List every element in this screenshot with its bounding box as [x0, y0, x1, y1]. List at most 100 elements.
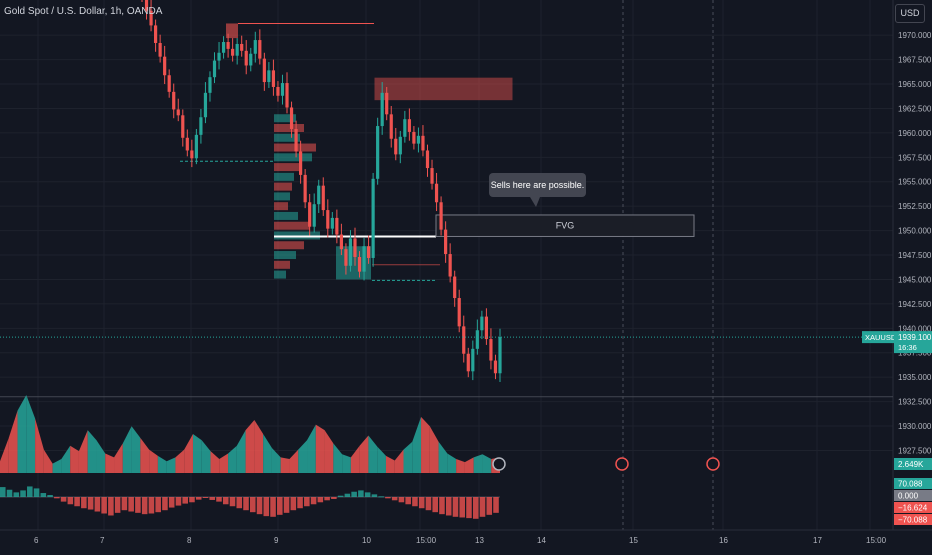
volume-area-segment [298, 440, 308, 473]
candle-body [326, 210, 330, 229]
y-axis-tick-label: 1950.000 [898, 227, 932, 236]
oscillator-bar [479, 497, 486, 517]
candle-body [262, 58, 266, 83]
candle-body [303, 174, 307, 203]
oscillator-bar [101, 497, 107, 514]
oscillator-bar [216, 497, 222, 502]
y-axis-tick-label: 1947.500 [898, 251, 932, 260]
oscillator-level-label: −70.088 [898, 516, 928, 525]
volume-value-tag [894, 458, 932, 470]
x-axis-tick-label: 8 [187, 536, 192, 545]
oscillator-level-tag [894, 478, 932, 489]
candle-body [289, 107, 294, 129]
candle-body [280, 83, 285, 96]
volume-area-segment [96, 440, 106, 473]
oscillator-bar [87, 497, 94, 510]
current-price-label: 1939.100 [898, 333, 932, 342]
x-axis-tick-label: 16 [719, 536, 728, 545]
oscillator-bar [385, 497, 391, 499]
y-axis-tick-label: 1967.500 [898, 56, 932, 65]
volume-area-segment [105, 453, 115, 473]
oscillator-bar [364, 492, 371, 497]
oscillator-bar [94, 497, 101, 512]
candle-body [348, 238, 353, 266]
x-axis-tick-label: 9 [274, 536, 279, 545]
candle-body [199, 117, 203, 135]
volume-profile-bar [274, 221, 310, 230]
candle-body [407, 119, 411, 132]
volume-area-segment [421, 416, 430, 473]
candle-body [249, 53, 253, 66]
oscillator-bar [6, 489, 13, 497]
candle-body [457, 298, 461, 327]
candle-body [317, 185, 321, 205]
candle-body [312, 204, 316, 227]
volume-area-segment [385, 455, 395, 473]
oscillator-bar [337, 495, 344, 497]
volume-area-segment [52, 458, 62, 473]
candle-body [357, 256, 362, 272]
candle-body [462, 326, 466, 354]
candle-body [380, 92, 384, 127]
candle-body [493, 360, 498, 374]
x-axis-tick-label: 6 [34, 536, 39, 545]
y-axis-tick-label: 1957.500 [898, 153, 932, 162]
candle-body [181, 115, 185, 138]
candle-body [226, 42, 230, 49]
y-axis-tick-label: 1927.500 [898, 446, 932, 455]
chart-title: Gold Spot / U.S. Dollar, 1h, OANDA [4, 6, 163, 17]
candle-body [267, 70, 271, 83]
oscillator-level-tag [894, 502, 932, 513]
volume-area-segment [324, 430, 334, 473]
oscillator-bar [344, 493, 351, 497]
candle-body [389, 114, 393, 139]
candle-body [212, 60, 217, 78]
oscillator-bar [378, 496, 384, 498]
oscillator-bar [162, 497, 168, 511]
candle-body [498, 337, 502, 374]
y-axis-tick-label: 1965.000 [898, 80, 932, 89]
candle-body [176, 109, 180, 116]
oscillator-bar [229, 497, 236, 507]
candle-body [448, 254, 452, 277]
volume-area-segment [8, 410, 18, 473]
volume-area-segment [157, 455, 167, 473]
volume-area-segment [333, 443, 343, 473]
x-axis-tick-label: 17 [813, 536, 822, 545]
oscillator-bar [13, 492, 20, 497]
volume-profile-bar [274, 270, 286, 279]
oscillator-bar [20, 490, 26, 497]
candle-body [285, 83, 289, 108]
fvg-label: FVG [556, 221, 575, 231]
oscillator-bar [371, 494, 378, 497]
oscillator-bar [486, 497, 493, 515]
oscillator-bar [405, 497, 411, 505]
oscillator-bar [182, 497, 188, 504]
oscillator-bar [445, 497, 452, 516]
oscillator-bar [358, 490, 364, 497]
candle-body [203, 92, 208, 118]
volume-profile-bar [274, 260, 290, 269]
order-block-box [226, 23, 238, 39]
candle-body [276, 86, 280, 96]
volume-area-segment [192, 434, 202, 473]
volume-area-segment [61, 445, 71, 473]
x-axis-tick-label: 13 [475, 536, 484, 545]
volume-area-segment [0, 437, 9, 473]
volume-profile-bar [274, 124, 304, 133]
x-axis-tick-label: 14 [537, 536, 546, 545]
volume-area-segment [307, 424, 316, 473]
volume-profile-bar [274, 163, 302, 172]
oscillator-bar [209, 497, 216, 500]
currency-selector-button[interactable]: USD [895, 4, 925, 23]
annotation-callout-tail [530, 197, 540, 207]
oscillator-bar [317, 497, 324, 503]
candle-body [244, 50, 248, 66]
y-axis-tick-label: 1942.500 [898, 300, 932, 309]
volume-area-segment [403, 441, 413, 473]
oscillator-bar [391, 497, 398, 501]
oscillator-bar [290, 497, 297, 511]
candle-body [398, 136, 402, 155]
